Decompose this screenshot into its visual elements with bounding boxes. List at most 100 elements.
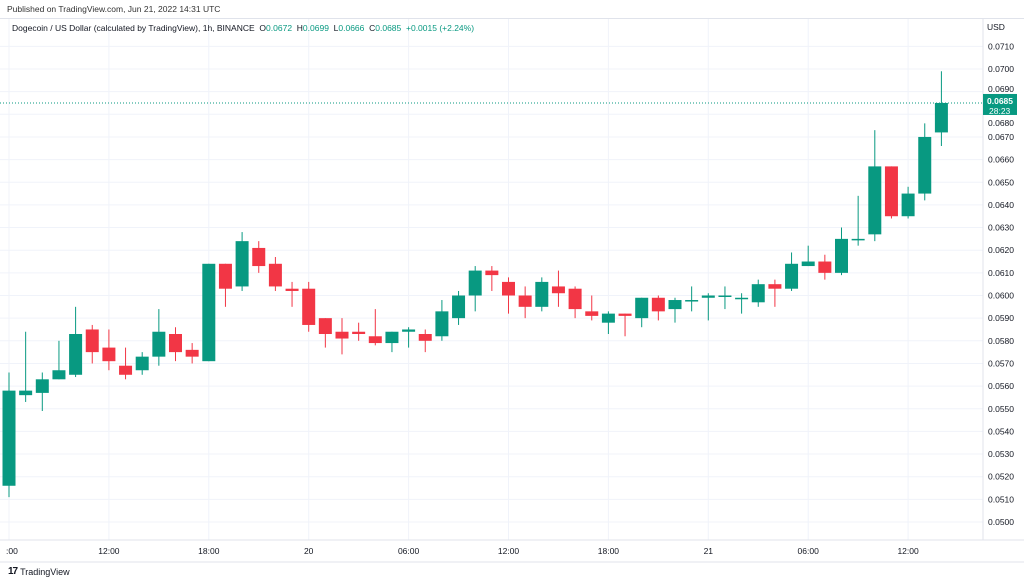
y-tick-label: 0.0580 (988, 336, 1014, 346)
y-tick-label: 0.0710 (988, 41, 1014, 51)
x-tick-label: 18:00 (198, 546, 220, 556)
candle-down (218, 263, 232, 289)
candle-down (884, 166, 898, 217)
y-tick-label: 0.0560 (988, 381, 1014, 391)
candle-up (934, 102, 948, 133)
tradingview-logo-icon: 17 (8, 566, 18, 577)
currency-label: USD (987, 22, 1005, 32)
high-value: 0.0699 (302, 23, 329, 33)
candle-up (851, 238, 865, 241)
candle-down (252, 247, 266, 267)
change-value: +0.0015 (+2.24%) (406, 23, 475, 33)
y-tick-label: 0.0610 (988, 268, 1014, 278)
x-tick-label: 06:00 (398, 546, 420, 556)
open-label: O (259, 23, 267, 33)
candle-up (535, 281, 549, 307)
candle-up (19, 390, 33, 396)
candle-up (52, 370, 66, 380)
y-tick-label: 0.0600 (988, 291, 1014, 301)
candle-up (2, 390, 16, 486)
y-tick-label: 0.0650 (988, 177, 1014, 187)
candle-down (818, 261, 832, 273)
x-tick-label: 12:00 (897, 546, 919, 556)
x-tick-label: :00 (6, 546, 18, 556)
symbol-title: Dogecoin / US Dollar (calculated by Trad… (12, 23, 255, 33)
candle-up (635, 297, 649, 319)
y-tick-label: 0.0620 (988, 245, 1014, 255)
candle-down (185, 349, 199, 357)
candle-up (668, 300, 682, 310)
current-price-badge (983, 93, 1017, 115)
y-tick-label: 0.0520 (988, 472, 1014, 482)
y-tick-label: 0.0660 (988, 155, 1014, 165)
y-tick-label: 0.0500 (988, 517, 1014, 527)
current-price-value: 0.0685 (987, 96, 1013, 106)
candle-down (352, 331, 366, 335)
y-tick-label: 0.0510 (988, 494, 1014, 504)
y-tick-label: 0.0630 (988, 223, 1014, 233)
y-tick-label: 0.0550 (988, 404, 1014, 414)
brand-name: TradingView (20, 566, 70, 577)
y-tick-label: 0.0590 (988, 313, 1014, 323)
bar-countdown: 28:23 (989, 106, 1011, 116)
y-tick-label: 0.0540 (988, 426, 1014, 436)
candle-down (285, 288, 299, 291)
x-tick-label: 20 (304, 546, 314, 556)
low-label: L (333, 23, 339, 33)
y-tick-label: 0.0530 (988, 449, 1014, 459)
candle-down (85, 329, 99, 353)
y-tick-label: 0.0570 (988, 358, 1014, 368)
candle-up (35, 379, 49, 393)
candle-up (685, 300, 699, 302)
x-tick-label: 18:00 (598, 546, 620, 556)
candle-up (385, 331, 399, 344)
candle-up (918, 136, 932, 194)
x-tick-label: 12:00 (98, 546, 120, 556)
candle-up (785, 263, 799, 289)
candle-down (368, 336, 382, 344)
candle-down (568, 288, 582, 310)
candle-up (235, 241, 249, 287)
open-value: 0.0672 (266, 23, 293, 33)
published-caption: Published on TradingView.com, Jun 21, 20… (7, 4, 221, 14)
high-label: H (296, 23, 303, 33)
candle-down (119, 365, 133, 375)
candle-down (102, 347, 116, 362)
close-value: 0.0685 (375, 23, 402, 33)
candle-up (735, 297, 749, 300)
y-tick-label: 0.0640 (988, 200, 1014, 210)
candle-up (468, 270, 482, 296)
candle-down (585, 311, 599, 316)
candle-down (302, 288, 316, 325)
candle-down (518, 295, 532, 307)
y-tick-label: 0.0670 (988, 132, 1014, 142)
candle-up (601, 313, 615, 323)
candle-up (452, 295, 466, 319)
chart-frame (0, 18, 1024, 541)
candle-down (618, 313, 632, 316)
chart-legend: Dogecoin / US Dollar (calculated by Trad… (12, 23, 474, 33)
y-tick-label: 0.0680 (988, 118, 1014, 128)
candle-up (135, 356, 149, 371)
candle-up (801, 261, 815, 267)
low-value: 0.0666 (338, 23, 365, 33)
candle-up (868, 166, 882, 235)
candle-up (718, 295, 732, 297)
candle-up (435, 311, 449, 337)
close-label: C (369, 23, 376, 33)
candle-down (551, 286, 565, 294)
y-tick-label: 0.0700 (988, 64, 1014, 74)
candle-up (152, 331, 166, 357)
x-tick-label: 21 (704, 546, 714, 556)
footer: 17 TradingView (8, 566, 70, 577)
candle-down (268, 263, 282, 287)
x-tick-label: 06:00 (798, 546, 820, 556)
candle-up (901, 193, 915, 217)
candle-up (69, 334, 83, 375)
candle-down (502, 281, 515, 296)
candle-up (835, 238, 848, 273)
candle-up (751, 284, 765, 303)
candle-down (169, 334, 182, 353)
candle-down (485, 270, 499, 276)
